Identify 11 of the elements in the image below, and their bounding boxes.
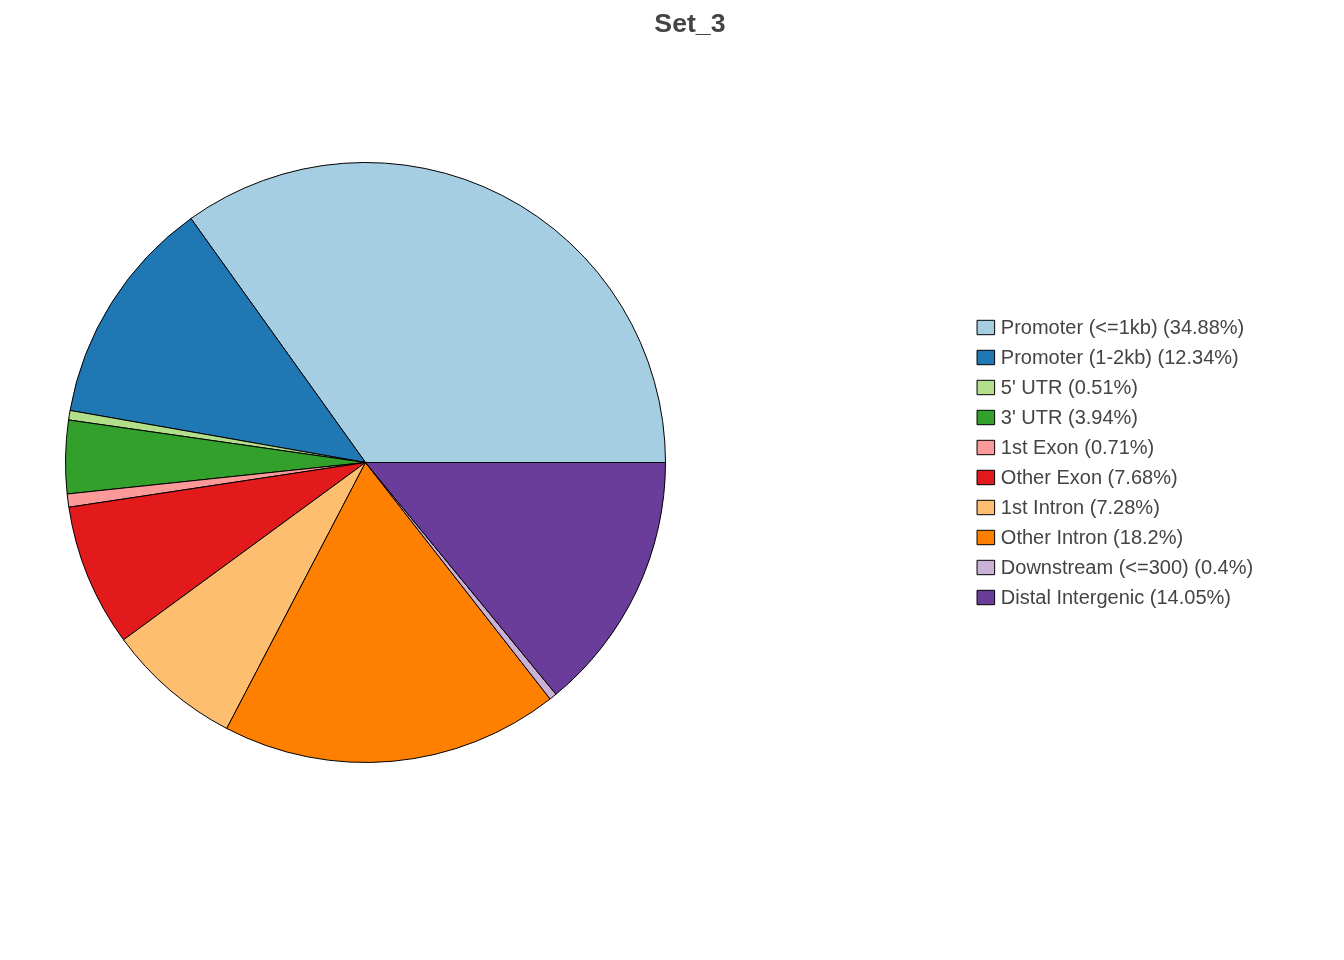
chart-title: Set_3: [654, 7, 726, 38]
legend-label: Distal Intergenic (14.05%): [1000, 584, 1231, 610]
legend-label: Promoter (<=1kb) (34.88%): [1000, 314, 1245, 340]
legend-label: Other Exon (7.68%): [1000, 464, 1178, 490]
legend-label: Downstream (<=300) (0.4%): [1000, 554, 1254, 580]
legend-label: 3' UTR (3.94%): [1000, 404, 1139, 430]
legend-label: 1st Exon (0.71%): [1000, 434, 1155, 460]
legend-label: Other Intron (18.2%): [1000, 524, 1184, 550]
legend-label: 5' UTR (0.51%): [1000, 374, 1139, 400]
legend-label: 1st Intron (7.28%): [1000, 494, 1160, 520]
legend-label: Promoter (1-2kb) (12.34%): [1000, 344, 1239, 370]
